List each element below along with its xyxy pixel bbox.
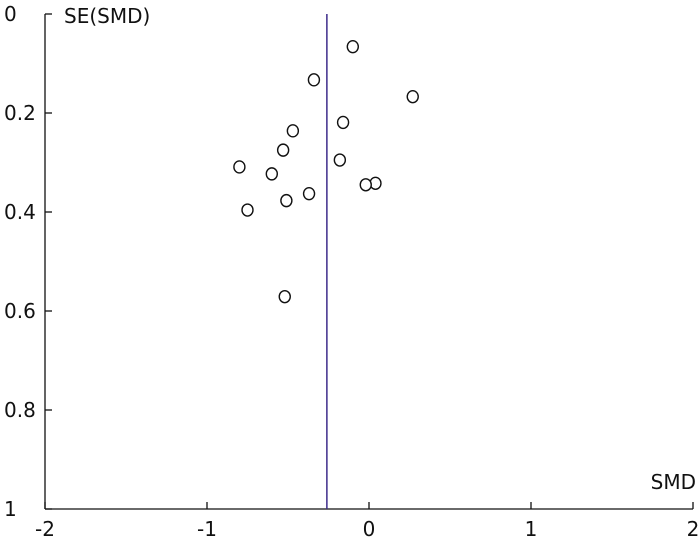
x-tick-label: -2 [35,517,55,541]
study-point [336,115,350,130]
x-tick-label: 2 [687,517,700,541]
y-axis-title: SE(SMD) [64,4,150,28]
study-point [406,89,419,104]
x-tick-label: -1 [197,517,217,541]
study-point [302,186,316,201]
study-point [276,143,290,157]
y-tick-label: 0.6 [4,299,36,323]
study-point [333,153,347,167]
y-tick-label: 0 [4,2,17,26]
study-point [346,39,359,54]
study-point [233,160,246,174]
y-tick-label: 0.8 [4,398,36,422]
study-point [241,203,254,217]
x-tick-label: 1 [525,517,538,541]
study-point [278,289,291,304]
study-point [265,167,278,181]
study-point [307,73,321,87]
x-tick-label: 0 [363,517,376,541]
study-point [359,178,372,192]
study-point [286,124,300,138]
y-tick-label: 0.4 [4,200,36,224]
study-point [280,193,293,208]
x-axis-title: SMD [651,470,696,494]
y-tick-label: 0.2 [4,101,36,125]
y-tick-label: 1 [4,497,17,521]
